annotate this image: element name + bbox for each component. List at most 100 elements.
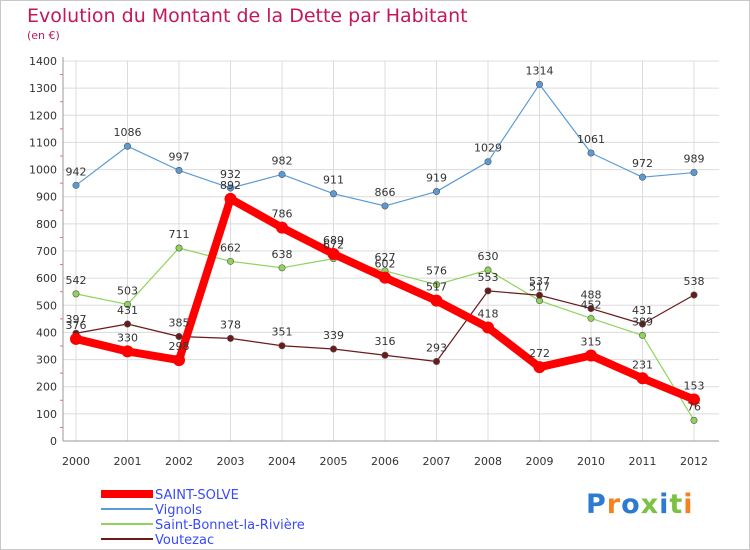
data-label: 153 [684,379,705,392]
data-point [585,349,597,362]
data-label: 1086 [114,126,142,139]
data-label: 389 [632,315,653,328]
y-tick-label: 300 [36,354,57,367]
data-point [227,334,235,342]
chart-title: Evolution du Montant de la Dette par Hab… [27,5,468,27]
data-point [124,300,132,308]
data-label: 330 [117,331,138,344]
data-point [175,244,183,252]
data-label: 711 [169,228,190,241]
data-label: 385 [169,317,190,330]
data-label: 316 [375,335,396,348]
data-point [636,372,649,385]
data-point [379,271,391,284]
data-label: 576 [426,265,447,278]
y-tick-label: 0 [50,435,57,448]
data-label: 272 [529,347,550,360]
data-label: 602 [375,258,396,271]
chart-subtitle: (en €) [27,29,60,42]
data-label: 488 [581,289,602,302]
data-point [278,342,286,350]
legend-label: Saint-Bonnet-la-Rivière [155,518,305,533]
data-label: 689 [323,234,344,247]
data-label: 231 [632,358,653,371]
data-point [276,221,288,234]
data-point [432,357,440,365]
logo-letter: x [640,489,660,520]
x-tick-label: 2002 [165,455,193,468]
data-point [690,416,698,424]
y-tick-label: 1300 [29,82,57,95]
y-tick-label: 1100 [29,136,57,149]
data-label: 932 [220,168,241,181]
data-label: 76 [687,400,701,413]
data-label: 630 [478,250,499,263]
data-point [432,188,440,196]
x-tick-label: 2005 [320,455,348,468]
proxiti-logo: Proxiti [586,489,694,520]
data-point [72,290,80,298]
data-point [381,351,389,359]
data-point [327,247,340,260]
data-point [329,190,337,198]
data-label: 298 [169,340,190,353]
data-point [121,345,134,358]
data-point [72,181,80,189]
data-label: 786 [272,208,293,221]
data-point [173,354,185,367]
data-label: 989 [684,153,705,166]
logo-letter: i [659,489,670,520]
logo-letter: i [683,489,694,520]
x-tick-label: 2008 [474,455,502,468]
data-label: 919 [426,172,447,185]
data-label: 537 [529,275,550,288]
data-label: 1029 [474,142,502,155]
y-tick-label: 700 [36,245,57,258]
data-point [587,314,595,322]
data-label: 431 [117,304,138,317]
data-label: 397 [66,313,87,326]
data-point [124,142,132,150]
y-tick-label: 100 [36,408,57,421]
data-point [690,169,698,177]
data-label: 542 [66,274,87,287]
data-point [175,332,183,340]
data-point [432,281,440,289]
data-label: 892 [220,179,241,192]
data-label: 517 [426,281,447,294]
data-label: 351 [272,326,293,339]
data-label: 1314 [526,64,554,77]
data-label: 627 [375,251,396,264]
y-tick-label: 800 [36,218,57,231]
data-label: 553 [478,271,499,284]
data-point [484,266,492,274]
data-point [329,345,337,353]
legend-label: Vignols [155,503,202,518]
data-label: 866 [375,186,396,199]
y-tick-label: 1000 [29,164,57,177]
data-label: 378 [220,318,241,331]
data-point [124,320,132,328]
data-label: 638 [272,248,293,261]
legend-label: Voutezac [155,533,214,548]
data-point [535,80,543,88]
x-tick-label: 2010 [577,455,605,468]
data-point [175,166,183,174]
data-label: 942 [66,165,87,178]
data-label: 911 [323,174,344,187]
data-point [587,149,595,157]
data-label: 418 [478,308,499,321]
x-tick-label: 2011 [629,455,657,468]
data-point [224,192,237,205]
data-label: 538 [684,275,705,288]
data-point [484,158,492,166]
y-tick-label: 200 [36,381,57,394]
data-label: 517 [529,281,550,294]
data-point [381,202,389,210]
data-point [535,291,543,299]
data-point [690,291,698,299]
data-label: 982 [272,154,293,167]
data-label: 431 [632,304,653,317]
data-label: 293 [426,341,447,354]
